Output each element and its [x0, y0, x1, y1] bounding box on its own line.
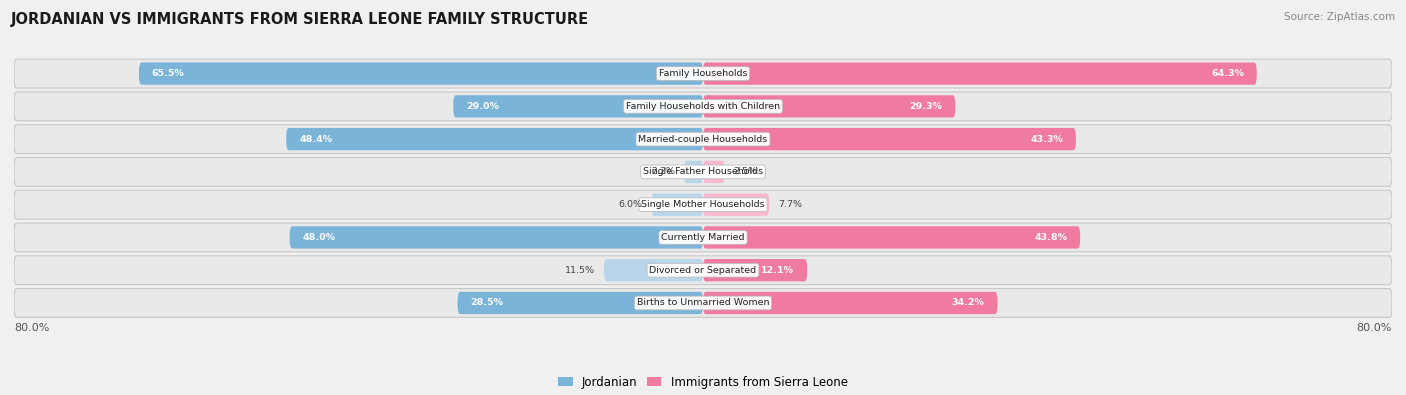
FancyBboxPatch shape [703, 161, 724, 183]
Text: Single Father Households: Single Father Households [643, 167, 763, 177]
FancyBboxPatch shape [605, 259, 703, 281]
FancyBboxPatch shape [453, 95, 703, 118]
Text: 48.0%: 48.0% [302, 233, 336, 242]
Text: Currently Married: Currently Married [661, 233, 745, 242]
FancyBboxPatch shape [14, 158, 1392, 186]
FancyBboxPatch shape [14, 125, 1392, 154]
Text: Family Households: Family Households [659, 69, 747, 78]
Text: 80.0%: 80.0% [1357, 323, 1392, 333]
Text: Married-couple Households: Married-couple Households [638, 135, 768, 144]
Text: 11.5%: 11.5% [565, 266, 595, 275]
FancyBboxPatch shape [290, 226, 703, 248]
Text: 43.8%: 43.8% [1035, 233, 1067, 242]
Text: 48.4%: 48.4% [299, 135, 332, 144]
FancyBboxPatch shape [287, 128, 703, 150]
Text: 6.0%: 6.0% [619, 200, 643, 209]
Text: 7.7%: 7.7% [778, 200, 801, 209]
FancyBboxPatch shape [703, 259, 807, 281]
Text: 2.5%: 2.5% [733, 167, 758, 177]
Text: 43.3%: 43.3% [1031, 135, 1063, 144]
Text: Single Mother Households: Single Mother Households [641, 200, 765, 209]
FancyBboxPatch shape [14, 92, 1392, 121]
Text: Births to Unmarried Women: Births to Unmarried Women [637, 299, 769, 307]
FancyBboxPatch shape [703, 194, 769, 216]
Text: Family Households with Children: Family Households with Children [626, 102, 780, 111]
Text: 29.3%: 29.3% [910, 102, 942, 111]
Text: 28.5%: 28.5% [471, 299, 503, 307]
Text: 65.5%: 65.5% [152, 69, 184, 78]
FancyBboxPatch shape [651, 194, 703, 216]
Text: Source: ZipAtlas.com: Source: ZipAtlas.com [1284, 12, 1395, 22]
FancyBboxPatch shape [14, 190, 1392, 219]
FancyBboxPatch shape [703, 128, 1076, 150]
Text: JORDANIAN VS IMMIGRANTS FROM SIERRA LEONE FAMILY STRUCTURE: JORDANIAN VS IMMIGRANTS FROM SIERRA LEON… [11, 12, 589, 27]
Text: 2.2%: 2.2% [651, 167, 675, 177]
Text: 80.0%: 80.0% [14, 323, 49, 333]
Text: 34.2%: 34.2% [952, 299, 984, 307]
FancyBboxPatch shape [14, 289, 1392, 318]
Legend: Jordanian, Immigrants from Sierra Leone: Jordanian, Immigrants from Sierra Leone [554, 371, 852, 393]
FancyBboxPatch shape [14, 223, 1392, 252]
FancyBboxPatch shape [14, 256, 1392, 285]
FancyBboxPatch shape [703, 95, 955, 118]
Text: 64.3%: 64.3% [1211, 69, 1244, 78]
FancyBboxPatch shape [685, 161, 703, 183]
FancyBboxPatch shape [14, 59, 1392, 88]
Text: 29.0%: 29.0% [467, 102, 499, 111]
Text: Divorced or Separated: Divorced or Separated [650, 266, 756, 275]
FancyBboxPatch shape [703, 292, 997, 314]
FancyBboxPatch shape [703, 226, 1080, 248]
Text: 12.1%: 12.1% [761, 266, 794, 275]
FancyBboxPatch shape [139, 62, 703, 85]
FancyBboxPatch shape [457, 292, 703, 314]
FancyBboxPatch shape [703, 62, 1257, 85]
